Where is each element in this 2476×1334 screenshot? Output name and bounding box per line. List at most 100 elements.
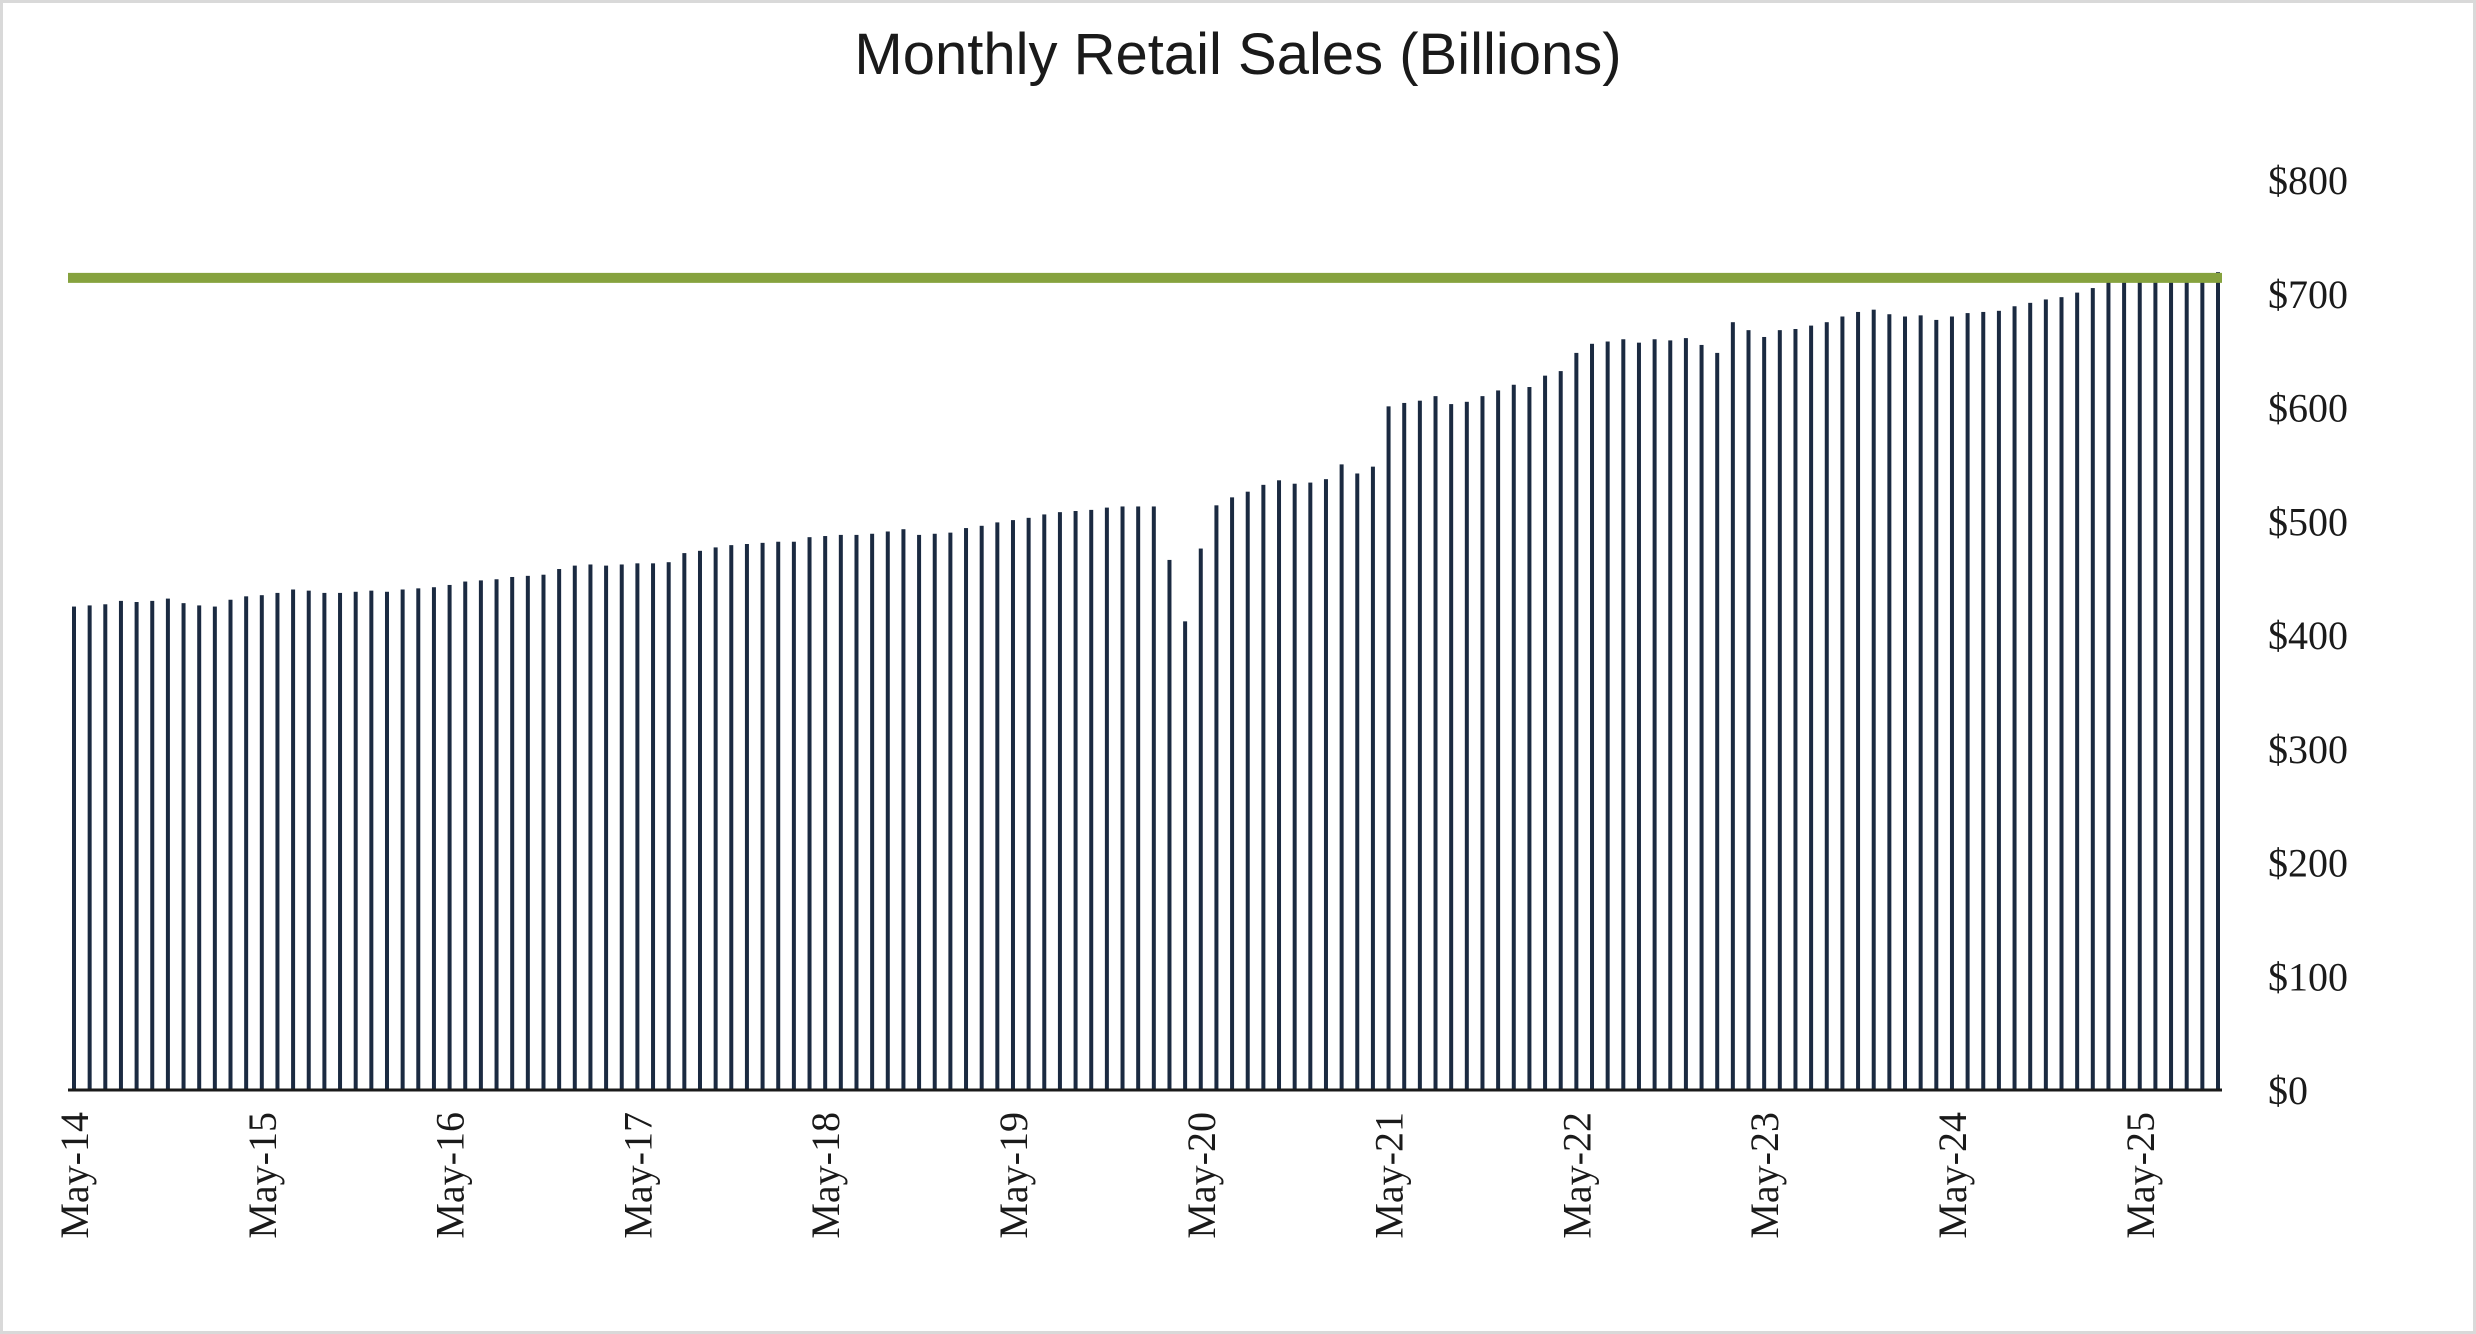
bar — [259, 595, 264, 1090]
bar — [2012, 306, 2017, 1090]
y-tick-label: $300 — [2268, 727, 2348, 772]
bar — [541, 574, 546, 1090]
bar — [87, 605, 92, 1090]
bar — [870, 533, 875, 1090]
bar — [118, 600, 123, 1091]
bar — [744, 544, 749, 1090]
bar — [776, 541, 781, 1090]
bar — [353, 591, 358, 1090]
bar — [1715, 352, 1720, 1090]
y-tick-label: $600 — [2268, 386, 2348, 431]
bar — [1793, 329, 1798, 1090]
bar — [2153, 276, 2158, 1090]
bar — [165, 598, 170, 1090]
bar — [416, 588, 421, 1090]
bar — [1402, 402, 1407, 1090]
x-axis-ticks: May-14 May-15 May-16 May-17 May-18 May-19 May-… — [52, 1112, 2163, 1239]
bar — [1574, 352, 1579, 1090]
bar — [948, 532, 953, 1091]
bar — [1136, 506, 1141, 1091]
bar — [72, 606, 76, 1090]
x-tick-label: May-18 — [803, 1112, 848, 1239]
bar — [619, 564, 624, 1090]
bar — [2059, 297, 2064, 1090]
bar — [635, 563, 640, 1090]
bar — [291, 589, 296, 1090]
x-tick-label: May-14 — [52, 1112, 97, 1239]
bar — [2200, 273, 2205, 1090]
bar — [1903, 316, 1908, 1090]
bar — [1527, 387, 1532, 1090]
bar — [2090, 288, 2095, 1090]
bar — [1605, 341, 1610, 1090]
bar — [1887, 314, 1892, 1091]
bar — [1511, 384, 1516, 1090]
bar — [1590, 343, 1595, 1090]
bar — [1730, 322, 1735, 1090]
x-tick-label: May-22 — [1554, 1112, 1599, 1239]
bar — [995, 522, 1000, 1090]
bar — [510, 576, 515, 1090]
bar — [1386, 406, 1391, 1090]
bar — [244, 596, 249, 1090]
y-tick-label: $800 — [2268, 158, 2348, 203]
bar — [1010, 520, 1015, 1090]
y-tick-label: $500 — [2268, 499, 2348, 544]
bar — [1198, 548, 1203, 1090]
bar — [2184, 274, 2189, 1090]
bar — [838, 534, 843, 1090]
bar — [1167, 559, 1172, 1090]
bar — [1245, 491, 1250, 1090]
y-axis-ticks: $0 $100 $200 $300 $400 $500 $600 $700 $800 — [2268, 158, 2348, 1113]
bar — [1981, 311, 1986, 1090]
x-tick-label: May-15 — [240, 1112, 285, 1239]
bar — [1183, 621, 1188, 1090]
bar — [447, 584, 452, 1090]
bar — [1089, 509, 1094, 1091]
bar — [2028, 302, 2033, 1091]
bar — [2216, 272, 2220, 1090]
bar — [572, 565, 577, 1090]
bar — [979, 525, 984, 1090]
bar — [1949, 316, 1954, 1090]
bar — [431, 587, 436, 1090]
bar — [103, 604, 108, 1090]
bar — [1699, 344, 1704, 1090]
bar — [400, 589, 405, 1090]
bar — [1496, 390, 1501, 1090]
bar — [1230, 497, 1235, 1090]
bar — [1292, 483, 1297, 1091]
bar — [1073, 511, 1078, 1090]
bar — [1355, 473, 1360, 1091]
bar — [588, 564, 593, 1090]
bar — [964, 528, 969, 1090]
bar — [1621, 339, 1626, 1090]
bars-group — [72, 272, 2220, 1091]
bar — [1433, 396, 1438, 1091]
bar — [1308, 482, 1313, 1091]
bar — [1339, 464, 1344, 1091]
bar — [1543, 375, 1548, 1090]
bar — [1840, 316, 1845, 1090]
bar — [1934, 319, 1939, 1090]
bar — [1151, 506, 1156, 1091]
bar — [197, 605, 202, 1090]
bar — [1558, 371, 1563, 1091]
bar — [150, 600, 155, 1091]
x-tick-label: May-21 — [1367, 1112, 1412, 1239]
bar — [1918, 315, 1923, 1090]
bar — [1417, 400, 1422, 1090]
bar — [729, 545, 734, 1090]
bar — [1277, 480, 1282, 1090]
bar — [494, 579, 499, 1090]
bar — [1668, 340, 1673, 1090]
bar — [1214, 505, 1219, 1091]
bar — [1636, 342, 1641, 1090]
x-tick-label: May-17 — [615, 1112, 660, 1239]
x-tick-label: May-19 — [991, 1112, 1036, 1239]
bar — [604, 565, 609, 1090]
bar — [2106, 280, 2111, 1091]
bar — [1464, 401, 1469, 1090]
bar — [791, 541, 796, 1090]
